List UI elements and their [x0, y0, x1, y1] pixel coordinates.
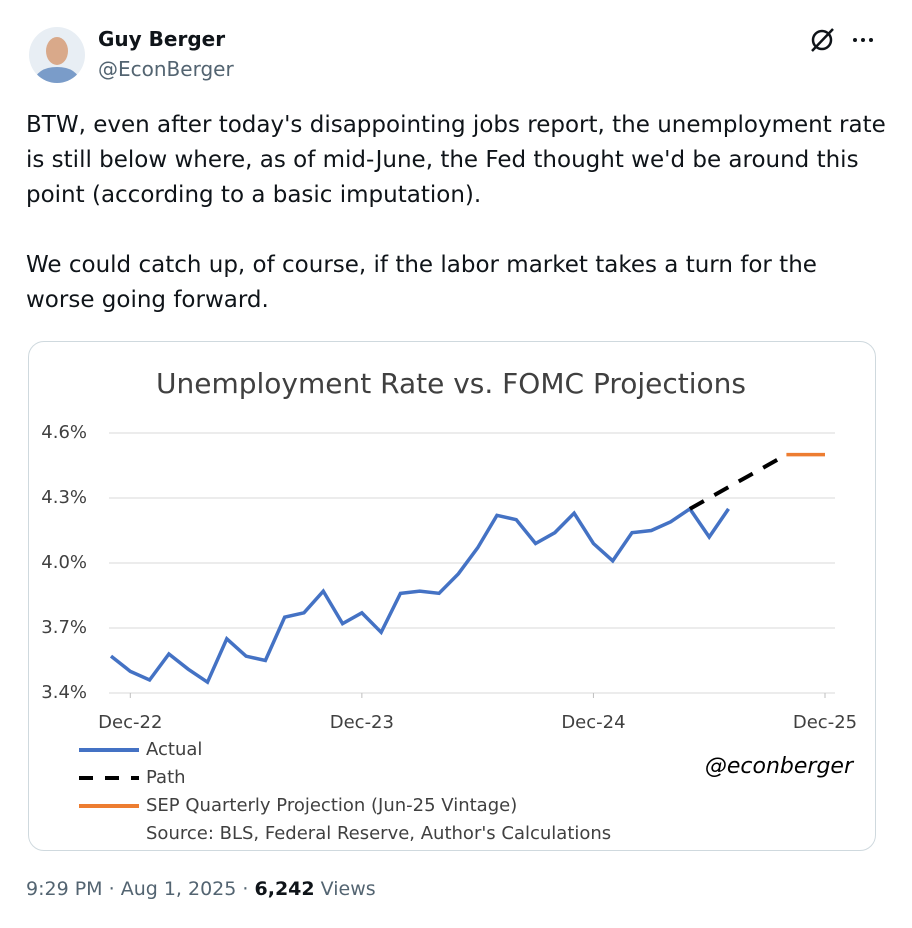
date[interactable]: Aug 1, 2025	[120, 878, 237, 900]
top-icons[interactable]	[805, 25, 885, 55]
avatar[interactable]	[29, 27, 85, 83]
media-card[interactable]: Unemployment Rate vs. FOMC Projections @…	[28, 341, 876, 851]
y-tick-label: 4.0%	[41, 552, 87, 573]
chart: Unemployment Rate vs. FOMC Projections @…	[41, 367, 857, 844]
x-tick-label: Dec-22	[98, 712, 162, 733]
tweet-text: BTW, even after today's disappointing jo…	[26, 108, 886, 353]
legend-label: Path	[146, 767, 186, 788]
x-tick-label: Dec-23	[330, 712, 394, 733]
views-count: 6,242	[254, 878, 315, 900]
separator: ·	[242, 878, 249, 900]
views-label: Views	[320, 878, 376, 900]
footer: 9:29 PM · Aug 1, 2025 · 6,242 Views	[26, 878, 376, 900]
legend-label: SEP Quarterly Projection (Jun-25 Vintage…	[146, 795, 517, 816]
series-line	[109, 506, 730, 685]
author-name[interactable]: Guy Berger	[98, 27, 226, 51]
chart-title: Unemployment Rate vs. FOMC Projections	[156, 367, 746, 400]
series-line	[688, 452, 788, 511]
y-tick-label: 3.4%	[41, 682, 87, 703]
paragraph: BTW, even after today's disappointing jo…	[26, 112, 886, 208]
legend-label: Actual	[146, 739, 202, 760]
y-tick-label: 3.7%	[41, 617, 87, 638]
separator: ·	[108, 878, 115, 900]
author-handle[interactable]: @EconBerger	[98, 57, 234, 81]
x-tick-label: Dec-24	[561, 712, 625, 733]
time[interactable]: 9:29 PM	[26, 878, 103, 900]
y-tick-label: 4.3%	[41, 487, 87, 508]
y-tick-label: 4.6%	[41, 422, 87, 443]
paragraph: We could catch up, of course, if the lab…	[26, 252, 817, 313]
x-tick-label: Dec-25	[793, 712, 857, 733]
source: Source: BLS, Federal Reserve, Author's C…	[146, 823, 611, 844]
watermark: @econberger	[705, 754, 855, 779]
